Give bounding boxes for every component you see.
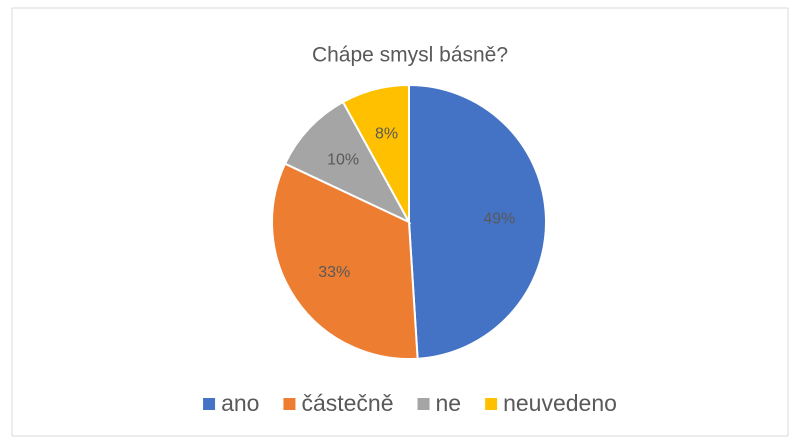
pie-slice [341, 83, 410, 223]
legend-swatch [203, 398, 216, 410]
pie-slice [271, 162, 419, 360]
legend-swatch [283, 398, 296, 410]
data-label: 10% [327, 151, 359, 168]
legend-swatch [485, 398, 498, 410]
pie: 49% 33% 10% 8% [271, 83, 547, 360]
pie-slice [283, 100, 412, 225]
legend-label: částečně [301, 390, 393, 416]
chart-title: Chápe smysl básně? [312, 44, 508, 67]
legend-label: neuvedeno [503, 390, 617, 416]
legend-swatch [417, 398, 430, 410]
data-label: 8% [375, 126, 398, 143]
legend-label: ano [221, 390, 259, 416]
data-label: 33% [318, 264, 350, 281]
data-label: 49% [483, 210, 515, 227]
legend-label: ne [436, 390, 462, 416]
legend: ano částečně ne neuvedeno [203, 390, 617, 416]
pie-slice [408, 83, 547, 360]
